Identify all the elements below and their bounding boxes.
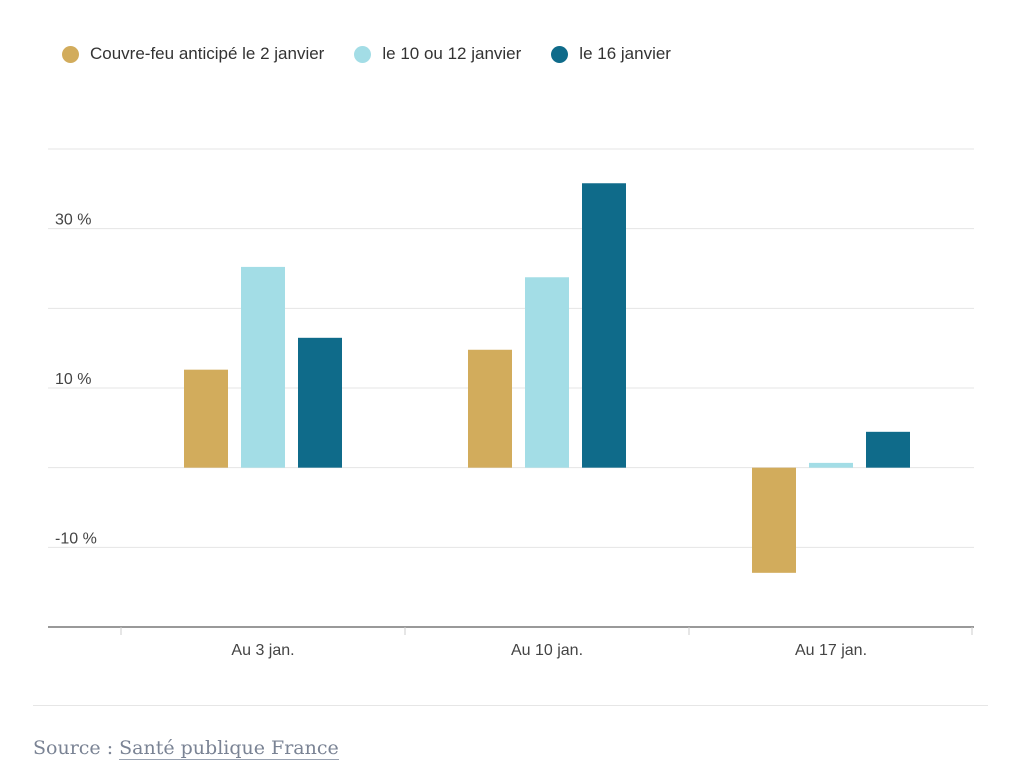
legend: Couvre-feu anticipé le 2 janvier le 10 o… [62, 44, 671, 64]
legend-item: Couvre-feu anticipé le 2 janvier [62, 44, 324, 64]
source-note: Source : Santé publique France [33, 737, 339, 760]
legend-item: le 16 janvier [551, 44, 671, 64]
y-tick-label: 30 % [55, 212, 91, 229]
legend-label: Couvre-feu anticipé le 2 janvier [90, 44, 325, 63]
bar [184, 369, 228, 468]
y-tick-label: 10 % [55, 371, 91, 388]
x-tick-label: Au 3 jan. [231, 642, 294, 659]
bar-chart: 30 % 10 % -10 % Au 3 jan. Au 10 jan. Au 17 ja… [48, 148, 974, 659]
bar [582, 183, 626, 468]
bar [752, 467, 796, 573]
y-tick-label: -10 % [55, 530, 97, 547]
bar [298, 337, 342, 468]
source-prefix: Source : [33, 737, 120, 759]
bar [525, 277, 569, 468]
legend-swatch [62, 45, 79, 63]
x-tick-label: Au 17 jan. [795, 642, 867, 659]
legend-swatch [354, 45, 372, 63]
legend-label: le 10 ou 12 janvier [382, 44, 522, 63]
legend-label: le 16 janvier [579, 44, 671, 63]
bar [468, 349, 512, 468]
divider [33, 705, 988, 706]
x-tick-label: Au 10 jan. [511, 642, 583, 659]
bar [866, 431, 910, 468]
bar [241, 266, 285, 468]
source-link[interactable]: Santé publique France [119, 737, 339, 760]
legend-item: le 10 ou 12 janvier [354, 44, 521, 64]
legend-swatch [551, 45, 569, 63]
bar [809, 462, 853, 468]
